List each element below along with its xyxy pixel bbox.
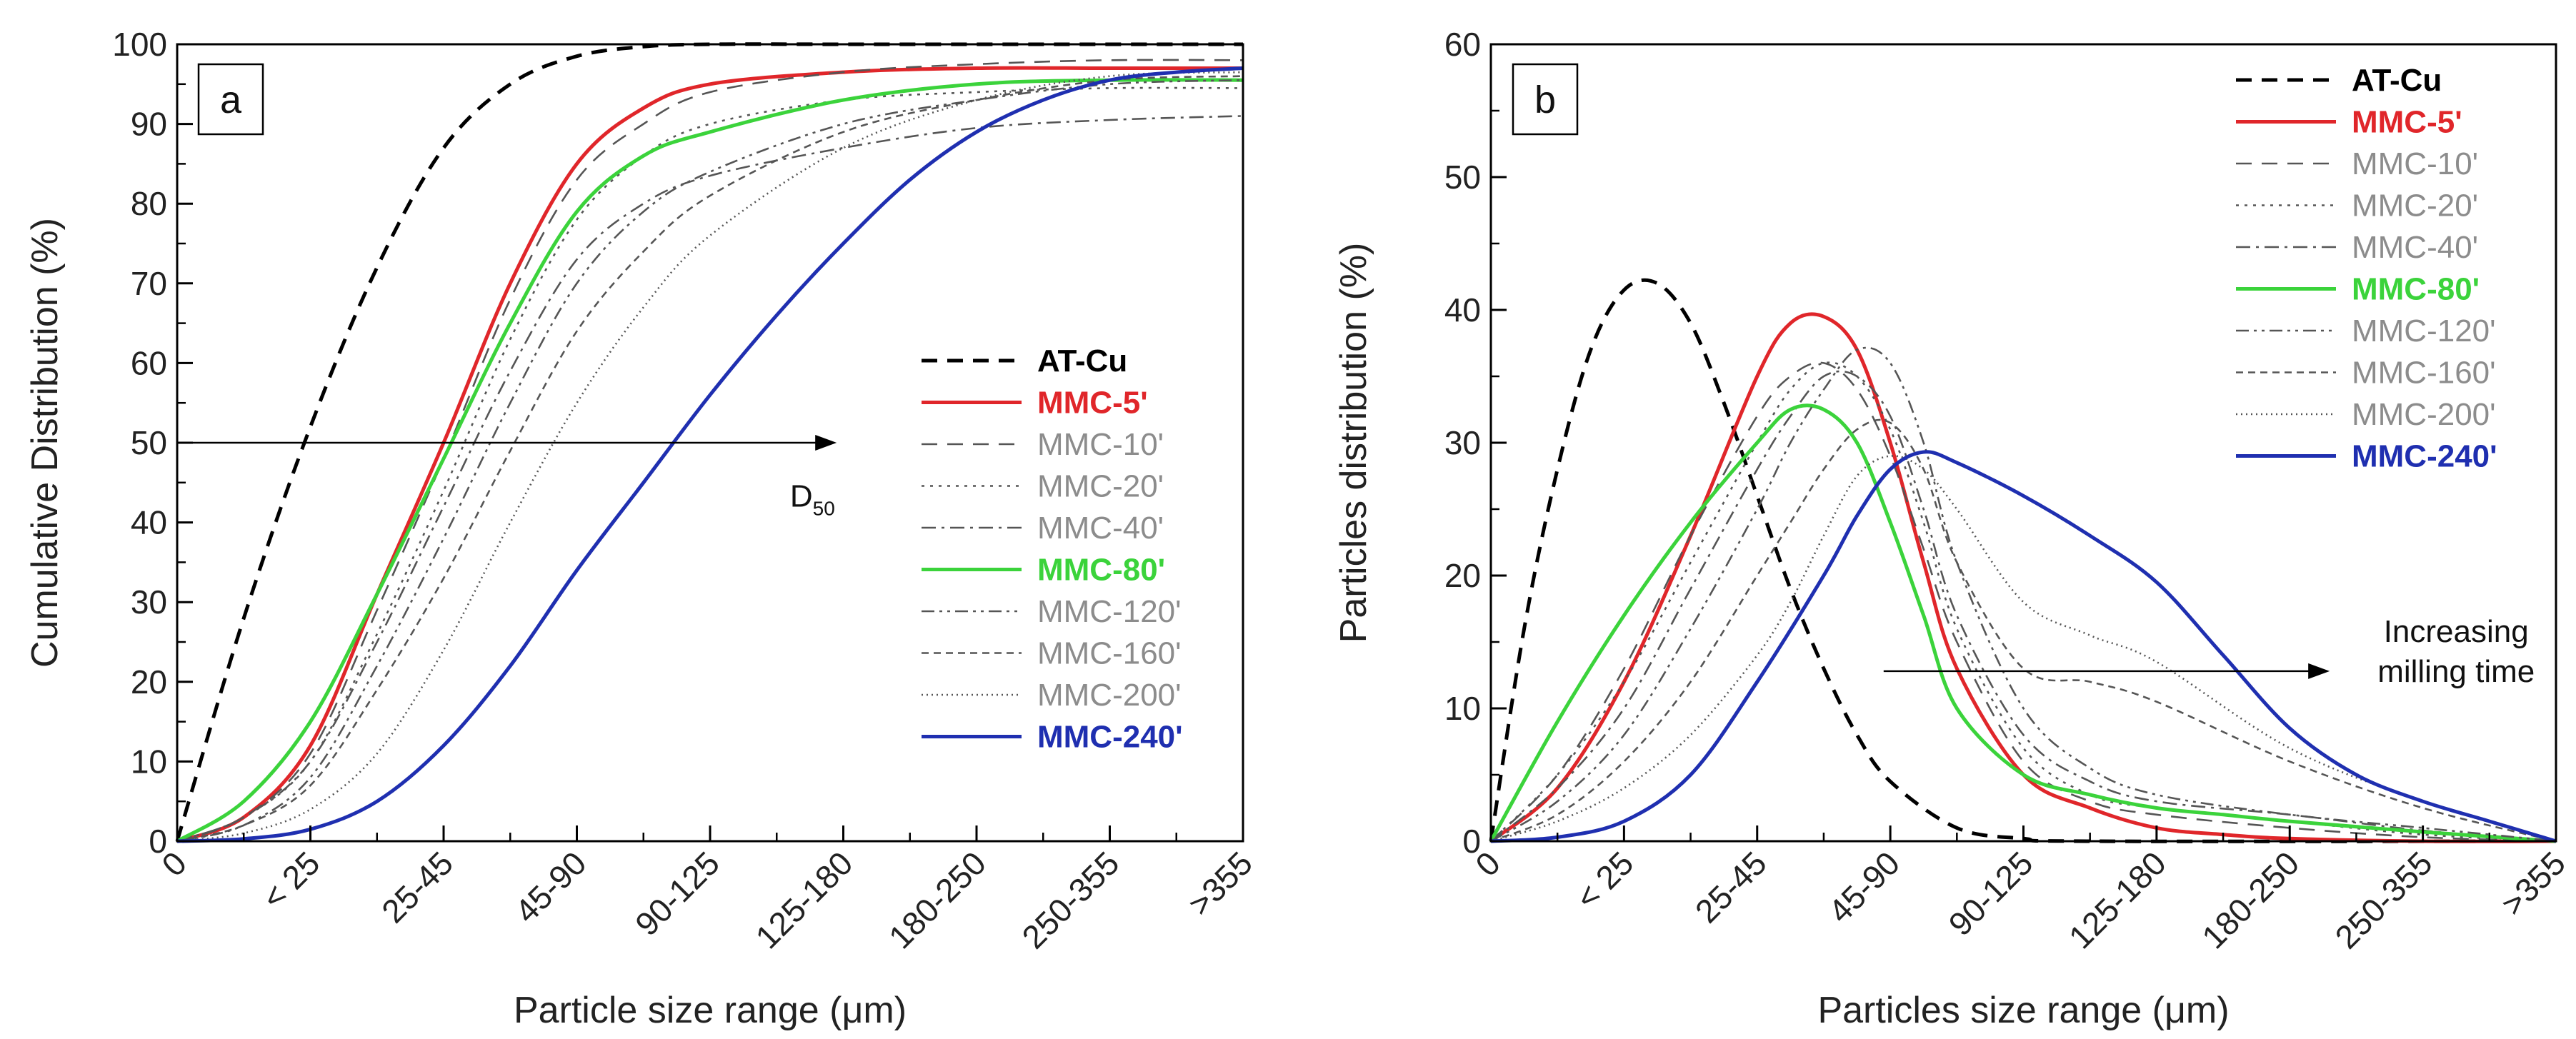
panel-b-x-axis-title: Particles size range (μm) <box>1817 990 2229 1031</box>
panel-a-y-tick-label: 50 <box>131 424 167 461</box>
panel-a-y-axis: 0 10 20 30 40 50 60 70 80 90 100 <box>112 26 193 860</box>
panel-b-y-tick-label: 30 <box>1444 424 1481 461</box>
panel-b-annotation-arrowhead <box>2308 663 2330 679</box>
panel-b-x-tick-label: 45-90 <box>1821 844 1907 930</box>
panel-a-legend-label: MMC-120' <box>1037 594 1182 629</box>
panel-b-letter-box <box>1512 63 1579 136</box>
panel-b-legend-label: MMC-120' <box>2352 313 2496 348</box>
panel-b-legend: AT-Cu MMC-5' MMC-10' MMC-20' MMC-40' MMC-80' M… <box>2236 63 2497 474</box>
panel-a-y-tick-label: 30 <box>131 583 167 621</box>
panel-b-x-tick-label: 90-125 <box>1942 844 2040 943</box>
panel-b-y-axis-title: Particles distribution (%) <box>1333 243 1374 643</box>
panel-b-x-tick-label: < 25 <box>1568 844 1640 916</box>
panel-b-series-mmc-20 <box>1490 361 2557 843</box>
panel-b-series-mmc-160 <box>1490 418 2557 843</box>
panel-a-legend-label: MMC-240' <box>1037 720 1183 755</box>
panel-a-x-tick-label: < 25 <box>255 844 327 916</box>
panel-a-y-tick-label: 70 <box>131 265 167 302</box>
panel-a-series-mmc-40 <box>176 115 1244 843</box>
panel-a-x-tick-label: 45-90 <box>508 844 594 930</box>
panel-b-annotation-text: Increasing <box>2384 614 2529 649</box>
panel-b-series-mmc-120 <box>1490 346 2557 843</box>
panel-b-y-tick-label: 60 <box>1444 26 1481 63</box>
panel-b-y-tick-label: 0 <box>1462 823 1481 860</box>
panel-a-x-tick-label: 250-355 <box>1014 844 1126 955</box>
panel-a-x-tick-label: >355 <box>1181 844 1259 923</box>
panel-a-legend: AT-Cu MMC-5' MMC-10' MMC-20' MMC-40' MMC-80' M… <box>922 343 1183 755</box>
panel-b-series-at-cu <box>1489 278 2557 843</box>
panel-b-x-tick-label: 180-250 <box>2195 844 2306 955</box>
panel-a-annotation-arrowhead <box>815 435 837 451</box>
panel-a-y-tick-label: 90 <box>131 106 167 143</box>
panel-b-annotation-text: milling time <box>2377 654 2535 689</box>
panel-a-y-axis-title: Cumulative Distribution (%) <box>24 218 66 668</box>
panel-a-legend-label: MMC-20' <box>1037 469 1164 504</box>
panel-b-legend-label: MMC-240' <box>2352 439 2497 474</box>
panel-a-annotation-text: D50 <box>790 478 835 519</box>
panel-a-legend-label: MMC-5' <box>1037 386 1148 421</box>
panel-b: 0 10 20 30 40 50 600 < 25 25-45 45-90 90-125 125-18… <box>1333 26 2572 1031</box>
panel-b-series-mmc-80 <box>1489 403 2557 843</box>
panel-b-legend-label: MMC-160' <box>2352 356 2496 391</box>
panel-b-x-tick-label: 125-180 <box>2062 844 2173 955</box>
panel-a-legend-label: MMC-160' <box>1037 636 1182 671</box>
panel-a-y-tick-label: 40 <box>131 504 167 541</box>
panel-a-legend-label: MMC-80' <box>1037 553 1165 588</box>
panel-b-series-mmc-200 <box>1490 455 2557 843</box>
panel-a-curves <box>175 42 1244 843</box>
panel-a-y-tick-label: 60 <box>131 344 167 381</box>
panel-a-series-mmc-5 <box>176 66 1243 843</box>
panel-a-x-axis-title: Particle size range (μm) <box>514 990 907 1031</box>
panel-a-y-tick-label: 100 <box>112 26 167 63</box>
panel-a-annotation: D50 <box>177 435 837 519</box>
panel-b-legend-label: MMC-200' <box>2352 397 2496 432</box>
panel-a-legend-label: AT-Cu <box>1037 343 1127 378</box>
panel-b-x-tick-label: 250-355 <box>2328 844 2440 955</box>
panel-b-y-tick-label: 50 <box>1444 159 1481 196</box>
panel-a-letter-box <box>197 63 264 136</box>
panel-b-legend-label: MMC-20' <box>2352 189 2478 224</box>
panel-a-series-mmc-240 <box>176 66 1244 843</box>
panel-a-series-at-cu <box>175 42 1243 842</box>
panel-a-x-axis: 0 < 25 25-45 45-90 90-125 125-180 180-250 250-3… <box>154 825 1259 955</box>
panel-b-x-tick-label: 25-45 <box>1688 844 1774 930</box>
panel-b-x-tick-label: >355 <box>2494 844 2572 923</box>
panel-b-legend-label: AT-Cu <box>2352 63 2442 98</box>
panel-a-series-mmc-120 <box>176 79 1244 843</box>
panel-a-series-mmc-20 <box>176 86 1244 843</box>
panel-a-legend-label: MMC-10' <box>1037 427 1164 462</box>
panel-b-series-mmc-40 <box>1490 370 2557 843</box>
panel-b-y-axis: 0 10 20 30 40 50 60 <box>1444 26 1507 860</box>
panel-b-y-tick-label: 20 <box>1444 557 1481 594</box>
panel-a-letter: a <box>220 79 242 121</box>
panel-b-legend-label: MMC-10' <box>2352 146 2478 181</box>
panel-b-letter: b <box>1534 79 1556 121</box>
panel-a-x-tick-label: 125-180 <box>748 844 859 955</box>
panel-b-y-tick-label: 10 <box>1444 690 1481 727</box>
panel-a-y-tick-label: 80 <box>131 185 167 222</box>
panel-b-curves <box>1489 278 2557 843</box>
panel-b-series-mmc-240 <box>1490 450 2557 843</box>
panel-b-legend-label: MMC-80' <box>2352 272 2480 307</box>
panel-a-series-mmc-80 <box>176 78 1244 843</box>
panel-a-y-tick-label: 20 <box>131 663 167 701</box>
panel-a-x-tick-label: 90-125 <box>628 844 727 943</box>
panel-a-series-mmc-10 <box>176 59 1244 843</box>
panel-b-annotation: Increasing milling time <box>1883 614 2535 689</box>
panel-a-series-mmc-200 <box>176 71 1244 843</box>
panel-b-series-mmc-10 <box>1490 361 2557 843</box>
panel-a-y-tick-label: 0 <box>149 823 167 860</box>
panel-b-legend-label: MMC-5' <box>2352 105 2462 140</box>
panel-a-legend-label: MMC-40' <box>1037 511 1164 546</box>
panel-a-y-tick-label: 10 <box>131 743 167 780</box>
panel-b-legend-label: MMC-40' <box>2352 230 2478 265</box>
panel-a-legend-label: MMC-200' <box>1037 678 1182 713</box>
panel-b-x-axis: 0 < 25 25-45 45-90 90-125 125-180 180-250 250-3… <box>1468 825 2572 955</box>
panel-a-x-tick-label: 180-250 <box>882 844 993 955</box>
panel-a-x-tick-label: 25-45 <box>374 844 460 930</box>
panel-b-y-tick-label: 40 <box>1444 291 1481 328</box>
